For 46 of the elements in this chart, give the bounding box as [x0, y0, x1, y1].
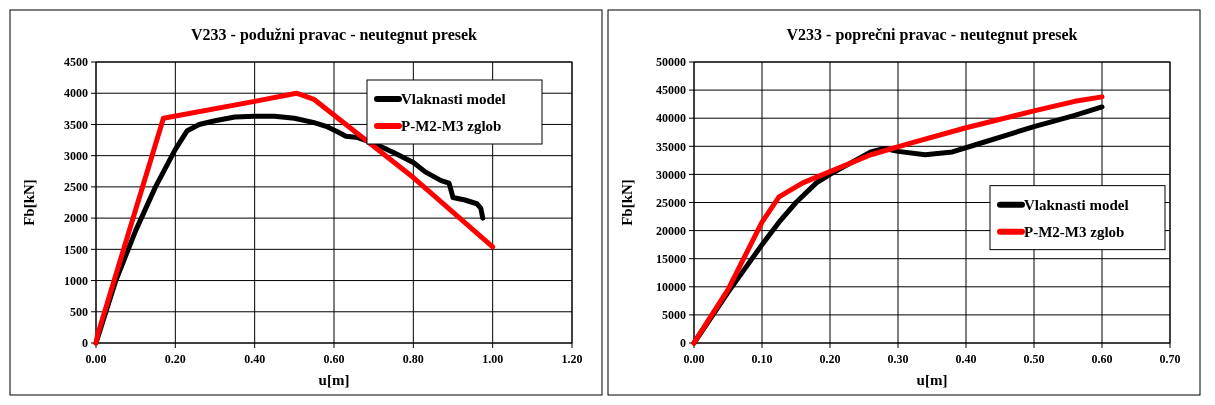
x-tick-label: 0.00 — [683, 352, 705, 366]
y-tick-label: 2000 — [64, 211, 88, 226]
y-tick-label: 4000 — [64, 86, 88, 101]
x-tick-label: 0.70 — [1159, 352, 1181, 366]
x-tick-label: 0.40 — [955, 352, 977, 366]
legend-label: P-M2-M3 zglob — [401, 118, 502, 135]
y-tick-label: 10000 — [656, 280, 686, 294]
legend-label: P-M2-M3 zglob — [1024, 223, 1125, 240]
y-tick-label: 5000 — [662, 308, 686, 323]
x-tick-label: 0.60 — [1091, 352, 1113, 366]
x-tick-label: 0.20 — [164, 352, 186, 366]
x-tick-label: 0.10 — [751, 352, 773, 366]
y-axis-title: Fb[kN] — [21, 179, 37, 226]
y-tick-label: 1000 — [64, 273, 88, 288]
y-tick-label: 3500 — [64, 117, 88, 132]
chart-title: V233 - podužni pravac - neutegnut presek — [191, 26, 478, 44]
x-tick-label: 0.30 — [887, 352, 909, 366]
x-tick-label: 0.60 — [323, 352, 345, 366]
y-tick-label: 35000 — [656, 139, 686, 154]
y-tick-label: 15000 — [656, 251, 686, 266]
y-tick-label: 45000 — [656, 83, 686, 98]
legend-label: Vlaknasti model — [1024, 196, 1129, 213]
y-tick-label: 50000 — [656, 55, 686, 70]
x-axis-title: u[m] — [318, 372, 350, 388]
y-axis-title: Fb[kN] — [619, 179, 635, 226]
y-tick-label: 1500 — [64, 242, 88, 257]
y-tick-label: 20000 — [656, 223, 686, 238]
y-tick-label: 40000 — [656, 111, 686, 126]
x-axis-title: u[m] — [916, 372, 948, 388]
y-tick-label: 3000 — [64, 148, 88, 163]
y-tick-label: 25000 — [656, 195, 686, 210]
y-tick-label: 30000 — [656, 167, 686, 182]
x-tick-label: 1.00 — [482, 352, 504, 366]
x-tick-label: 1.20 — [561, 352, 583, 366]
y-tick-label: 0 — [680, 336, 686, 351]
x-tick-label: 0.20 — [819, 352, 841, 366]
x-tick-label: 0.00 — [85, 352, 107, 366]
chart-title: V233 - poprečni pravac - neutegnut presek — [786, 26, 1078, 44]
x-tick-label: 0.40 — [244, 352, 266, 366]
y-tick-label: 4500 — [64, 55, 88, 70]
y-tick-label: 2500 — [64, 180, 88, 195]
x-tick-label: 0.80 — [402, 352, 424, 366]
y-tick-label: 500 — [70, 304, 88, 319]
y-tick-label: 0 — [82, 336, 88, 351]
legend-label: Vlaknasti model — [401, 91, 506, 108]
x-tick-label: 0.50 — [1023, 352, 1045, 366]
